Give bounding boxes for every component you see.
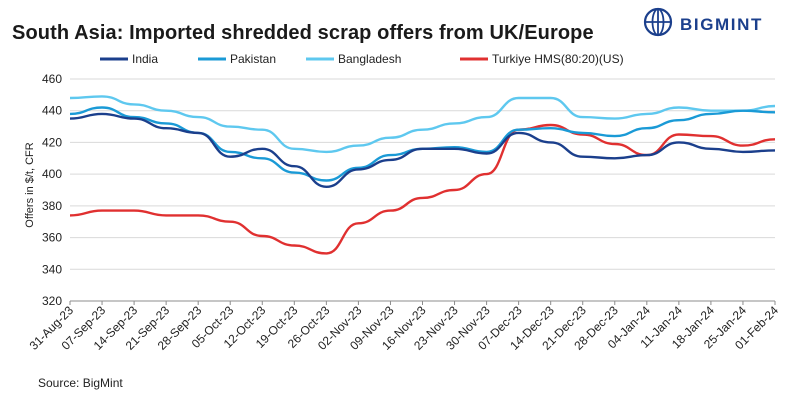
series-line-bangladesh <box>69 95 776 154</box>
legend-label: Bangladesh <box>338 52 401 66</box>
y-tick-label: 400 <box>42 167 62 181</box>
series-line-turkiye <box>69 123 776 255</box>
y-tick-label: 420 <box>42 135 62 149</box>
globe-icon <box>643 7 673 37</box>
x-axis <box>69 300 776 305</box>
legend-label: Pakistan <box>230 52 276 66</box>
legend-label: Turkiye HMS(80:20)(US) <box>492 52 624 66</box>
y-tick-label: 340 <box>42 262 62 276</box>
series-line-india <box>69 112 776 188</box>
y-tick-label: 440 <box>42 104 62 118</box>
bigmint-logo: BIGMINT <box>642 6 792 38</box>
y-tick-label: 360 <box>42 231 62 245</box>
y-axis-ticks: 320 340 360 380 400 420 440 460 <box>42 72 62 308</box>
y-tick-label: 460 <box>42 72 62 86</box>
legend: India Pakistan Bangladesh Turkiye HMS(80:20… <box>100 52 624 66</box>
brand-name: BIGMINT <box>680 15 763 34</box>
y-tick-label: 380 <box>42 199 62 213</box>
chart-title: South Asia: Imported shredded scrap offe… <box>12 22 594 44</box>
y-tick-label: 320 <box>42 294 62 308</box>
series-lines <box>69 95 776 255</box>
x-axis-ticks: 31-Aug-2307-Sep-2314-Sep-2321-Sep-2328-S… <box>27 303 782 353</box>
source-note: Source: BigMint <box>38 376 123 390</box>
y-axis-label: Offers in $/t, CFR <box>24 142 36 227</box>
legend-label: India <box>132 52 158 66</box>
